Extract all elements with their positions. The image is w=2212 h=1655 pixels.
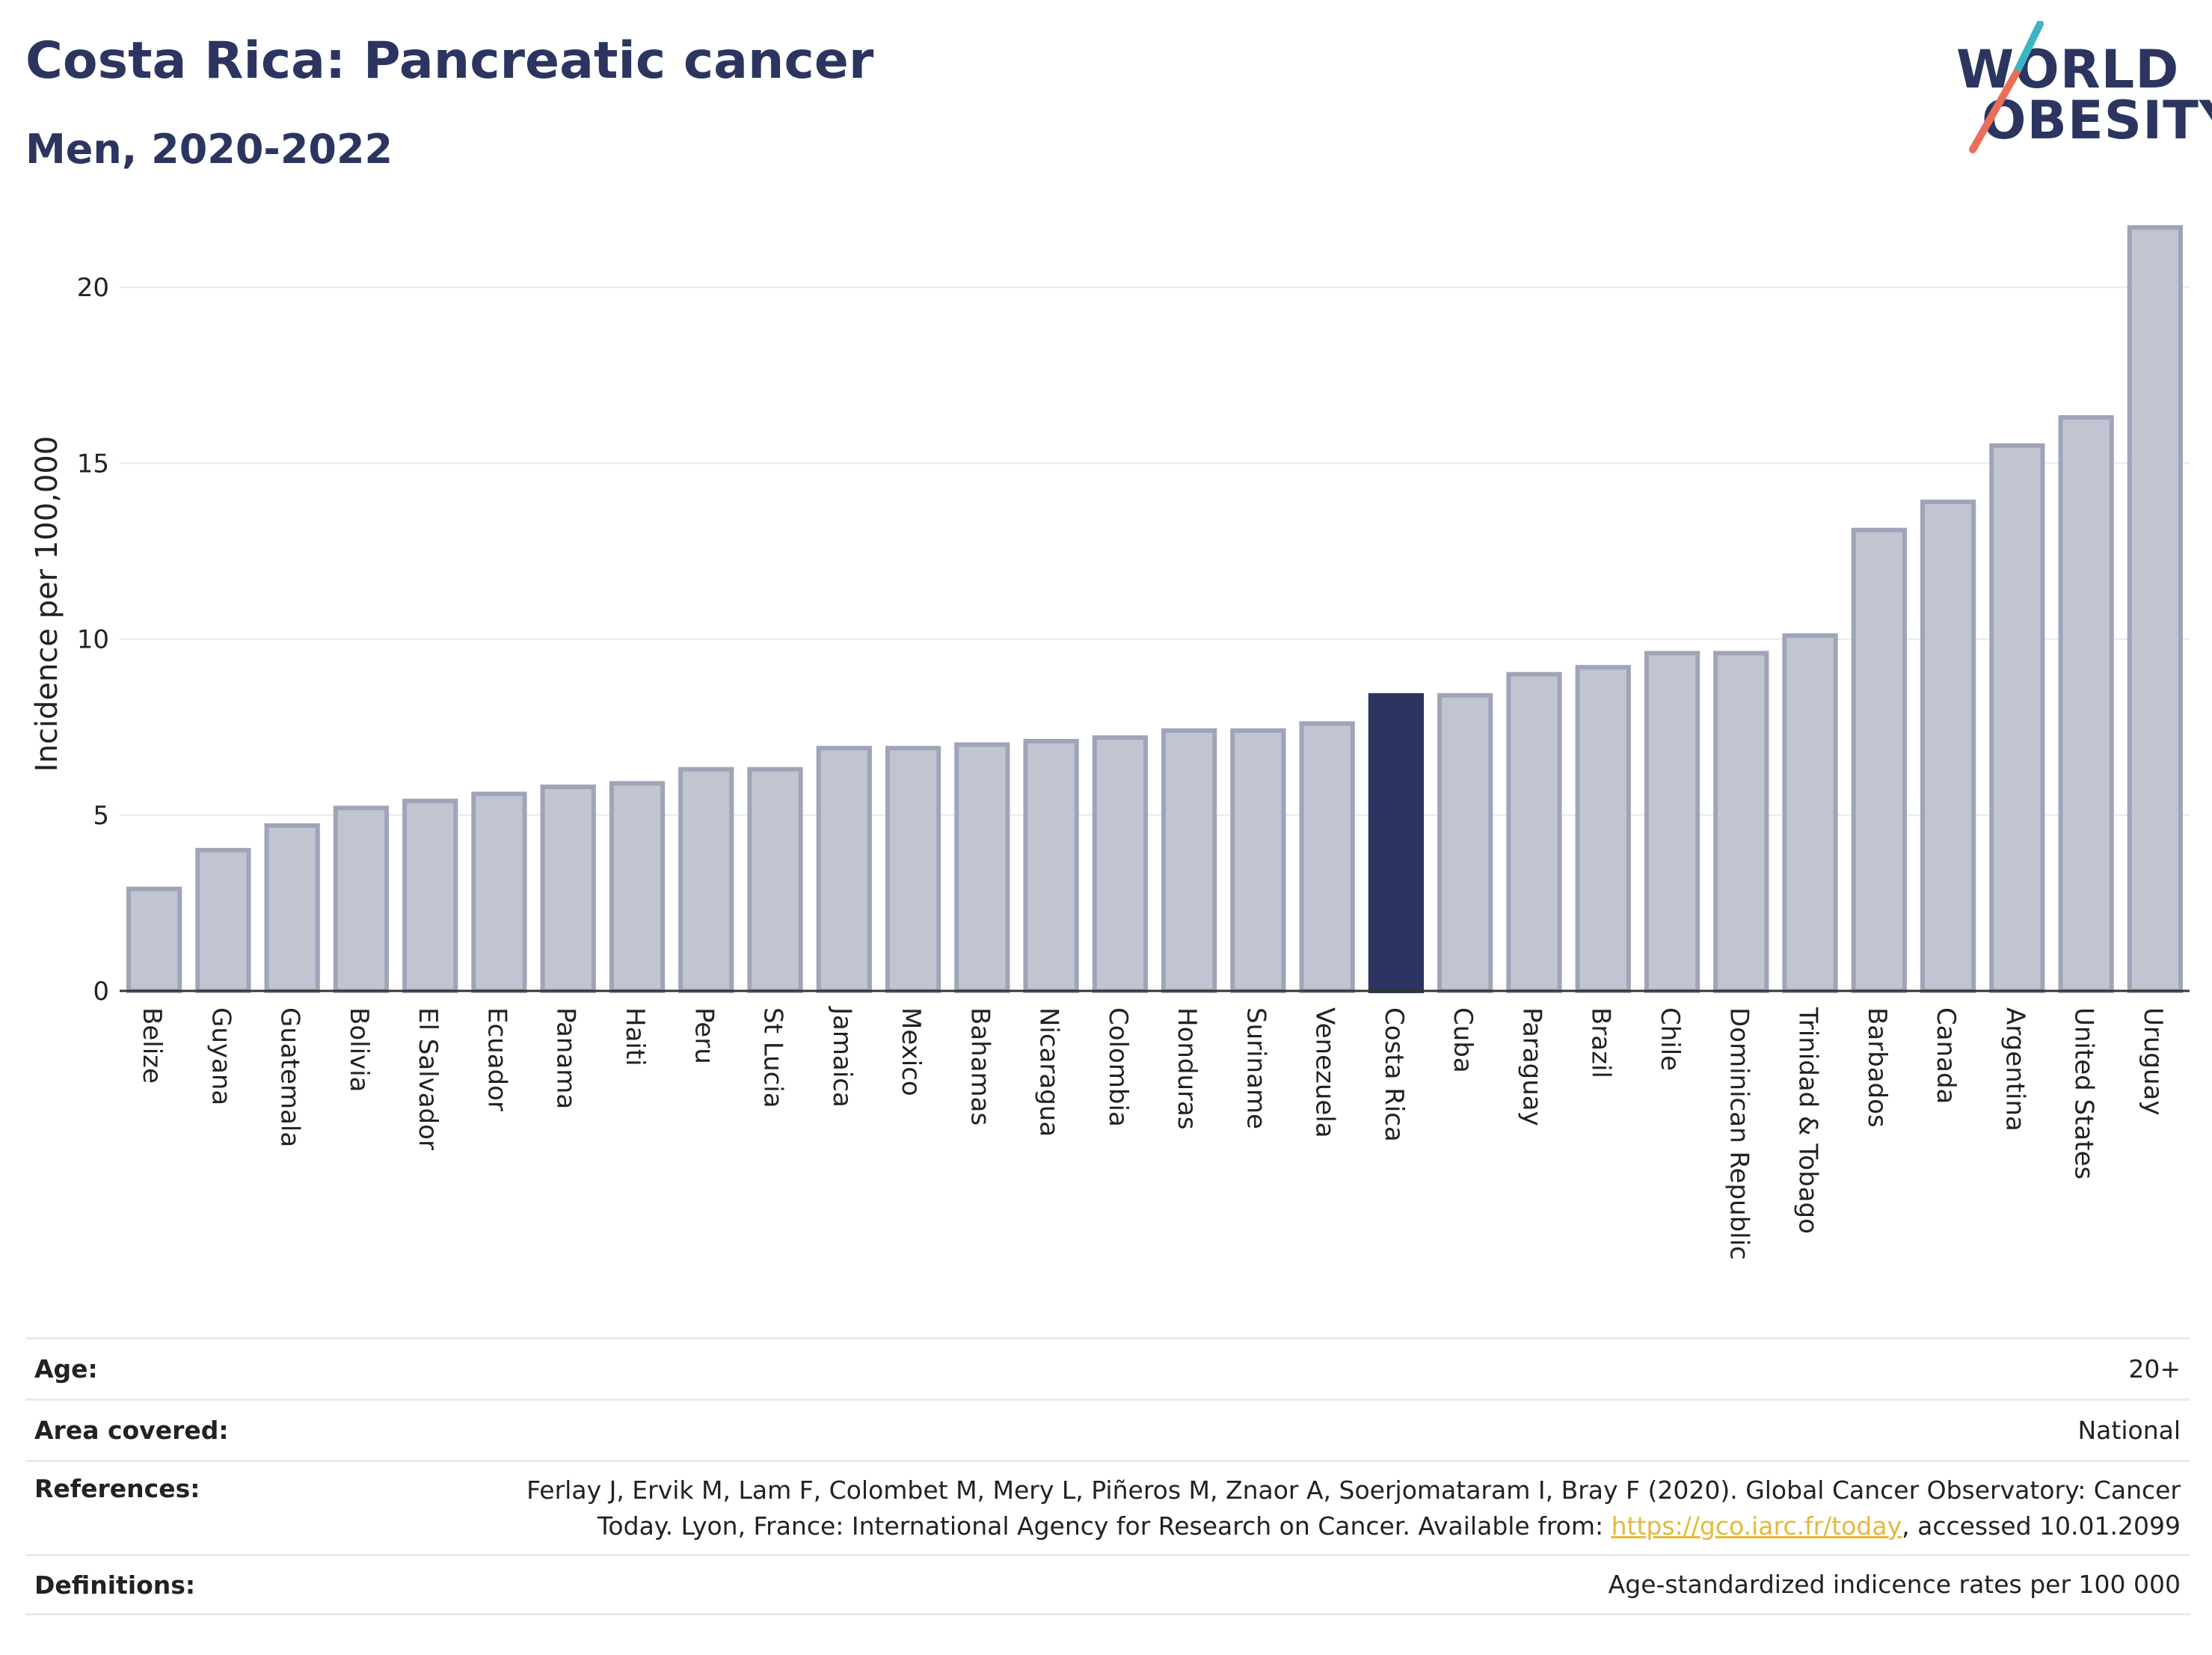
bar <box>885 746 941 993</box>
y-tick-label: 10 <box>77 625 109 655</box>
x-tick-label: Venezuela <box>1310 1007 1340 1138</box>
x-tick-label: United States <box>2069 1007 2099 1179</box>
bar <box>1989 443 2045 993</box>
x-tick-label: Dominican Republic <box>1724 1007 1754 1260</box>
bar <box>816 746 872 993</box>
age-value: 20+ <box>2128 1354 2181 1384</box>
x-tick-label: Haiti <box>620 1007 650 1066</box>
chart-subtitle: Men, 2020-2022 <box>25 126 393 173</box>
x-tick-label: Argentina <box>2000 1007 2030 1132</box>
bar <box>1782 633 1838 993</box>
logo-line-2: OBESITY <box>1982 90 2212 151</box>
x-tick-label: Panama <box>551 1007 581 1109</box>
x-tick-label: Guatemala <box>275 1007 305 1147</box>
x-tick-label: Belize <box>137 1007 167 1084</box>
bar <box>954 742 1010 993</box>
x-tick-label: Uruguay <box>2138 1007 2168 1116</box>
bar <box>402 798 458 993</box>
y-tick-label: 0 <box>93 977 109 1007</box>
area-value: National <box>2077 1415 2181 1445</box>
world-obesity-logo: WORLD OBESITY <box>1944 21 2212 163</box>
bar <box>2058 415 2114 993</box>
x-tick-label: Brazil <box>1586 1007 1616 1078</box>
bar <box>1230 728 1286 993</box>
x-tick-label: Mexico <box>896 1007 926 1096</box>
x-tick-label: Bahamas <box>965 1007 995 1126</box>
area-label: Area covered: <box>34 1416 229 1445</box>
info-row-definitions: Definitions: Age-standardized indicence … <box>25 1554 2190 1615</box>
bar <box>1575 665 1631 993</box>
x-tick-label: Suriname <box>1241 1007 1271 1129</box>
x-tick-label: St Lucia <box>758 1007 788 1108</box>
x-tick-label: Chile <box>1655 1007 1685 1071</box>
y-axis-label: Incidence per 100,000 <box>30 436 64 773</box>
y-tick-label: 5 <box>93 801 109 831</box>
info-row-references: References: Ferlay J, Ervik M, Lam F, Co… <box>25 1460 2190 1554</box>
bar <box>1713 651 1769 993</box>
bar <box>1506 672 1562 993</box>
bar <box>540 784 596 993</box>
bar <box>1437 693 1493 993</box>
definitions-value: Age-standardized indicence rates per 100… <box>1608 1570 2181 1600</box>
x-tick-label: El Salvador <box>413 1007 443 1150</box>
x-tick-label: Honduras <box>1172 1007 1202 1130</box>
bar <box>1161 728 1217 993</box>
bar <box>1920 500 1976 993</box>
x-tick-label: Paraguay <box>1517 1007 1546 1126</box>
bar <box>747 767 803 993</box>
x-tick-label: Nicaragua <box>1034 1007 1064 1137</box>
y-tick-label: 15 <box>77 449 109 479</box>
x-tick-label: Peru <box>689 1007 719 1064</box>
x-tick-label: Colombia <box>1103 1007 1133 1127</box>
age-label: Age: <box>34 1354 98 1384</box>
bar <box>1368 693 1425 993</box>
definitions-label: Definitions: <box>34 1570 196 1600</box>
bar <box>126 886 182 993</box>
references-line-1: Ferlay J, Ervik M, Lam F, Colombet M, Me… <box>526 1475 2181 1505</box>
bar <box>2127 225 2184 993</box>
x-tick-label: Costa Rica <box>1379 1007 1409 1142</box>
references-label: References: <box>34 1474 200 1503</box>
bar <box>609 781 666 993</box>
bar-chart: 0 5 10 15 20 Incidence per 100,000 Belize Guyan… <box>30 225 2190 1260</box>
info-row-area: Area covered: National <box>25 1398 2190 1460</box>
info-table: Age: 20+ Area covered: National Referenc… <box>25 1337 2190 1615</box>
x-tick-label: Guyana <box>206 1007 236 1105</box>
x-tick-label: Barbados <box>1862 1007 1892 1128</box>
bar <box>1092 735 1149 993</box>
bar <box>195 847 251 993</box>
bar <box>1644 651 1701 993</box>
references-line-2-end: , accessed 10.01.2099 <box>1902 1511 2181 1541</box>
bar <box>1299 721 1355 993</box>
x-tick-label: Trinidad & Tobago <box>1793 1007 1823 1234</box>
references-line-2: Today. Lyon, France: International Agenc… <box>597 1511 1612 1541</box>
references-link[interactable]: https://gco.iarc.fr/today <box>1611 1511 1902 1541</box>
bar <box>678 767 734 993</box>
bar <box>333 805 390 994</box>
references-value: Ferlay J, Ervik M, Lam F, Colombet M, Me… <box>526 1473 2181 1544</box>
info-row-age: Age: 20+ <box>25 1337 2190 1398</box>
y-tick-label: 20 <box>77 273 109 303</box>
bar <box>1851 527 1907 994</box>
x-tick-label: Canada <box>1931 1007 1961 1104</box>
logo-slash-icon <box>1969 21 2044 153</box>
bar <box>1023 738 1079 994</box>
logo-line-1: WORLD <box>1956 39 2180 100</box>
x-tick-label: Bolivia <box>344 1007 374 1092</box>
x-tick-label: Ecuador <box>482 1007 511 1111</box>
x-tick-label: Cuba <box>1448 1007 1478 1073</box>
bar <box>264 823 320 993</box>
x-tick-label: Jamaica <box>827 1006 857 1108</box>
chart-title: Costa Rica: Pancreatic cancer <box>25 31 874 90</box>
bar <box>471 791 527 994</box>
